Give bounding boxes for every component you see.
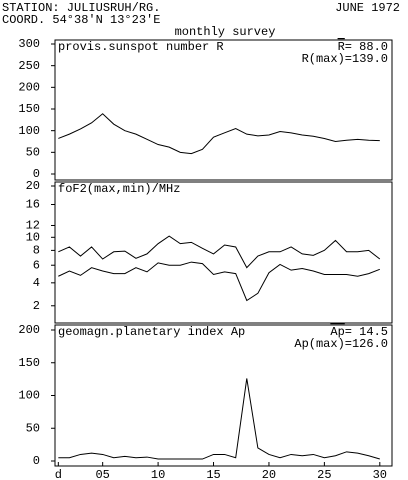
mean-label: Ap= 14.5 <box>330 325 388 339</box>
y-tick-label: 8 <box>33 244 40 258</box>
x-tick-label: d <box>55 468 62 480</box>
y-tick-label: 150 <box>18 356 40 370</box>
panel-title: provis.sunspot number R <box>58 40 224 54</box>
line-series <box>58 235 381 269</box>
y-tick-label: 100 <box>18 389 40 403</box>
mean-symbol: Ap <box>330 325 344 339</box>
panel-frame <box>54 181 393 324</box>
y-tick-label: 12 <box>26 219 40 233</box>
station: STATION: JULIUSRUH/RG. <box>2 1 160 15</box>
y-tick-label: 50 <box>26 146 40 160</box>
line-series <box>58 113 380 155</box>
y-tick-label: 6 <box>33 258 40 272</box>
y-tick-label: 250 <box>18 59 40 73</box>
line-series <box>58 261 380 302</box>
mean-value: = 14.5 <box>345 325 388 339</box>
subtitle: monthly survey <box>175 25 276 39</box>
y-tick-label: 2 <box>33 299 40 313</box>
x-tick-label: 20 <box>262 468 276 480</box>
x-tick-label: 30 <box>373 468 387 480</box>
y-tick-label: 150 <box>18 102 40 116</box>
line-series <box>58 378 380 460</box>
panel-frame <box>54 39 393 181</box>
y-tick-label: 300 <box>18 37 40 51</box>
y-tick-label: 16 <box>26 198 40 212</box>
x-tick-label: 10 <box>151 468 165 480</box>
panel-title: geomagn.planetary index Ap <box>58 325 245 339</box>
x-tick-label: 25 <box>317 468 331 480</box>
y-tick-label: 20 <box>26 179 40 193</box>
y-tick-label: 200 <box>18 323 40 337</box>
y-tick-label: 0 <box>33 454 40 468</box>
max-label: R(max)=139.0 <box>302 52 388 66</box>
y-tick-label: 0 <box>33 167 40 181</box>
x-tick-label: 15 <box>206 468 220 480</box>
y-tick-label: 10 <box>26 230 40 244</box>
mean-symbol: R <box>338 40 345 54</box>
x-tick-label: 05 <box>95 468 109 480</box>
y-tick-label: 4 <box>33 276 40 290</box>
y-tick-label: 100 <box>18 124 40 138</box>
coord: COORD. 54°38'N 13°23'E <box>2 13 160 27</box>
mean-label: R= 88.0 <box>338 40 388 54</box>
y-tick-label: 200 <box>18 81 40 95</box>
date: JUNE 1972 <box>335 1 400 15</box>
y-tick-label: 50 <box>26 421 40 435</box>
mean-value: = 88.0 <box>345 40 388 54</box>
panel-title: foF2(max,min)/MHz <box>58 182 180 196</box>
max-label: Ap(max)=126.0 <box>294 337 388 351</box>
